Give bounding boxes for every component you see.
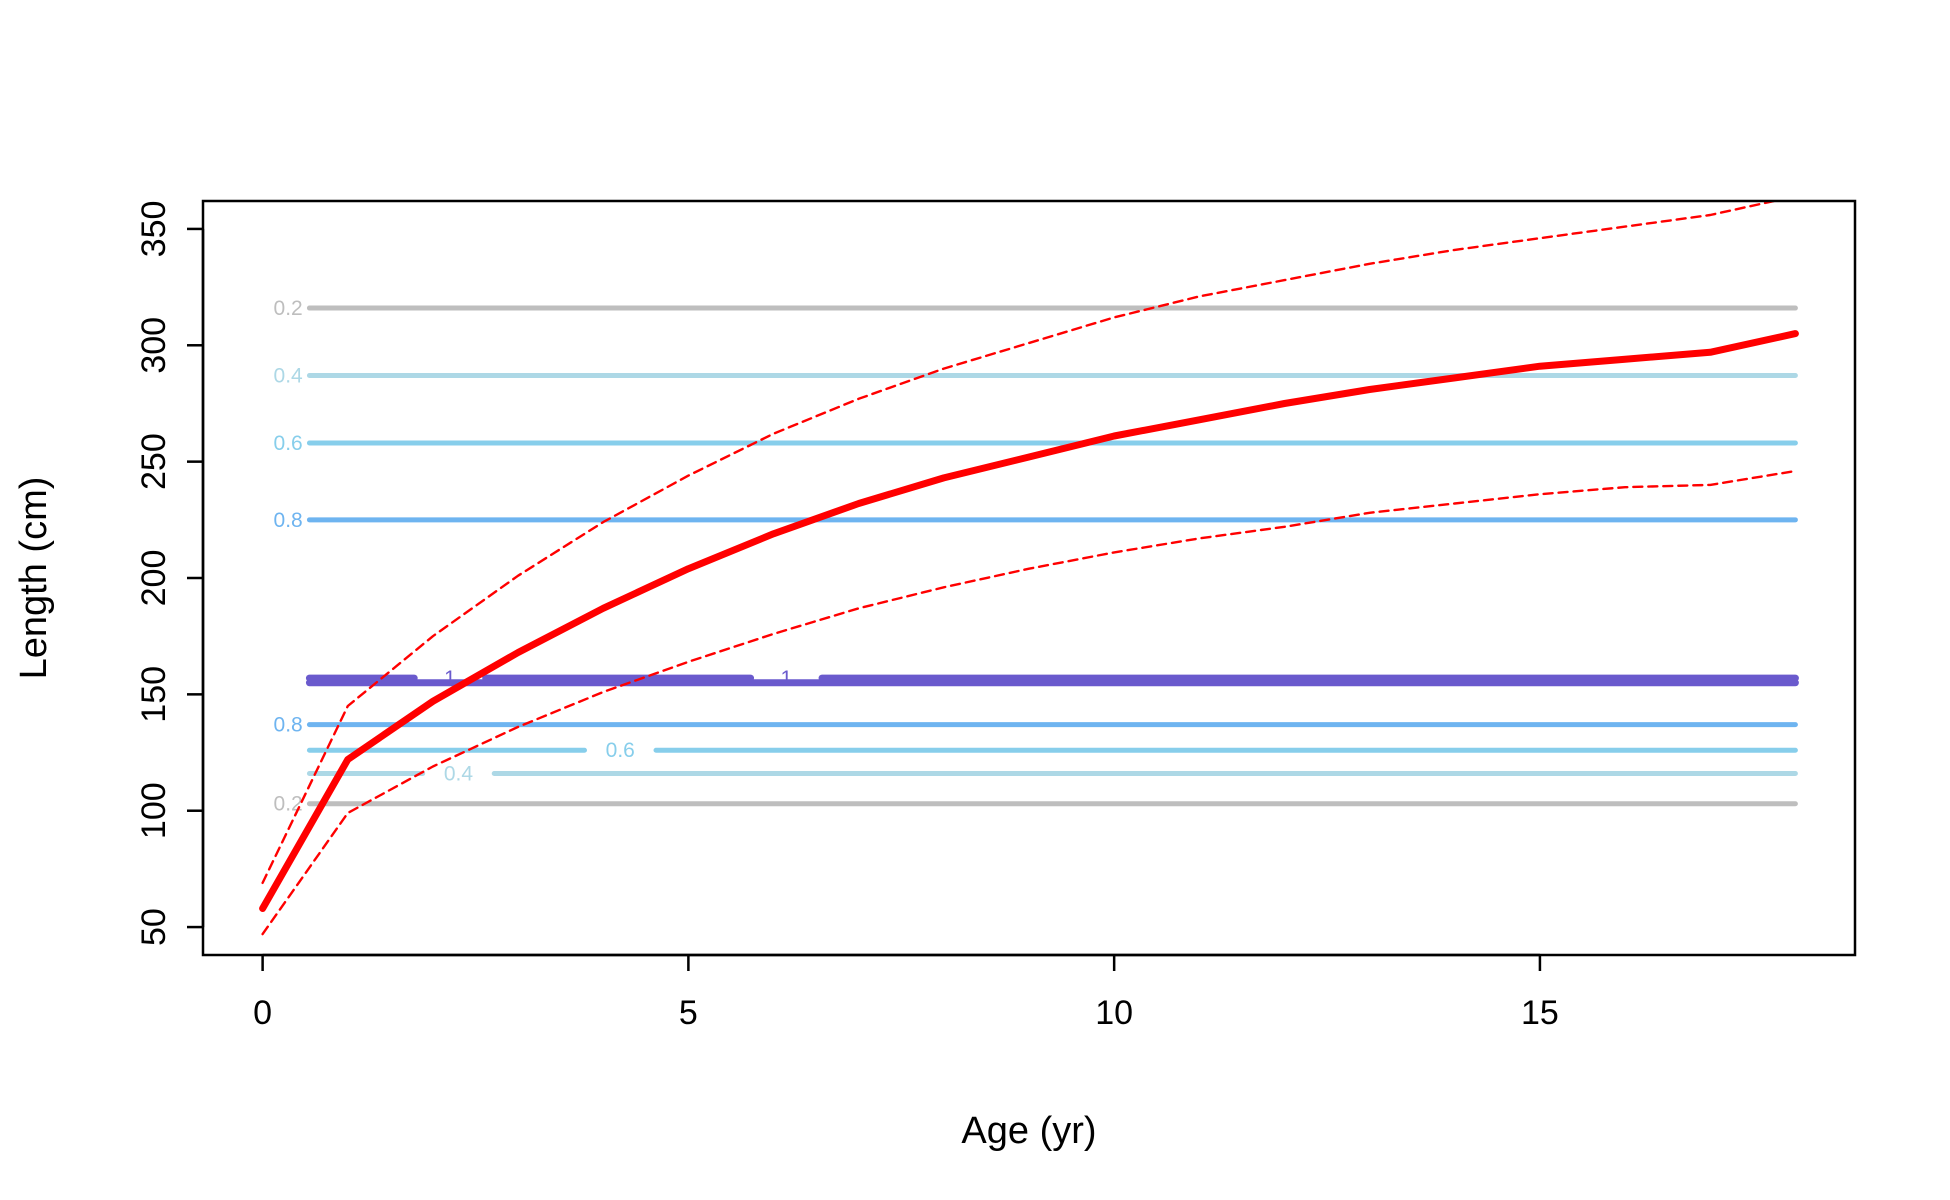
- y-tick-label: 50: [135, 908, 173, 946]
- y-axis-title: Length (cm): [13, 477, 55, 680]
- x-tick-label: 15: [1521, 994, 1559, 1032]
- contour-label: 1: [780, 667, 792, 690]
- contour-label: 0.6: [606, 739, 635, 762]
- contour-label: 0.2: [274, 297, 303, 320]
- contour-label: 0.8: [274, 509, 303, 532]
- y-tick-label: 200: [135, 550, 173, 607]
- contour-label: 0.8: [274, 714, 303, 737]
- contour-label: 0.4: [444, 762, 474, 785]
- series-lines: [259, 201, 1799, 936]
- x-tick-label: 5: [679, 994, 698, 1032]
- y-tick-label: 150: [135, 666, 173, 723]
- y-tick-label: 100: [135, 782, 173, 839]
- x-axis: 0 5 10 15: [253, 953, 1559, 1032]
- x-tick-label: 10: [1095, 994, 1133, 1032]
- y-tick-label: 350: [135, 201, 173, 258]
- y-axis: 50 100 150 200 250 300 350: [135, 201, 205, 946]
- contour-label: 0.4: [274, 365, 304, 388]
- mean-length-line: [259, 330, 1799, 912]
- lower-interval-line: [261, 469, 1797, 936]
- contour-label: 0.2: [274, 793, 303, 816]
- x-axis-title: Age (yr): [961, 1110, 1096, 1152]
- contour-lines: 0.2 0.4 0.6 0.8 1 1 0.8 0.6 0.4 0.2: [274, 297, 1799, 816]
- contour-label: 1: [444, 667, 456, 690]
- upper-interval-line: [261, 201, 1780, 885]
- x-tick-label: 0: [253, 994, 272, 1032]
- y-tick-label: 250: [135, 433, 173, 490]
- contour-label: 0.6: [274, 432, 303, 455]
- y-tick-label: 300: [135, 317, 173, 374]
